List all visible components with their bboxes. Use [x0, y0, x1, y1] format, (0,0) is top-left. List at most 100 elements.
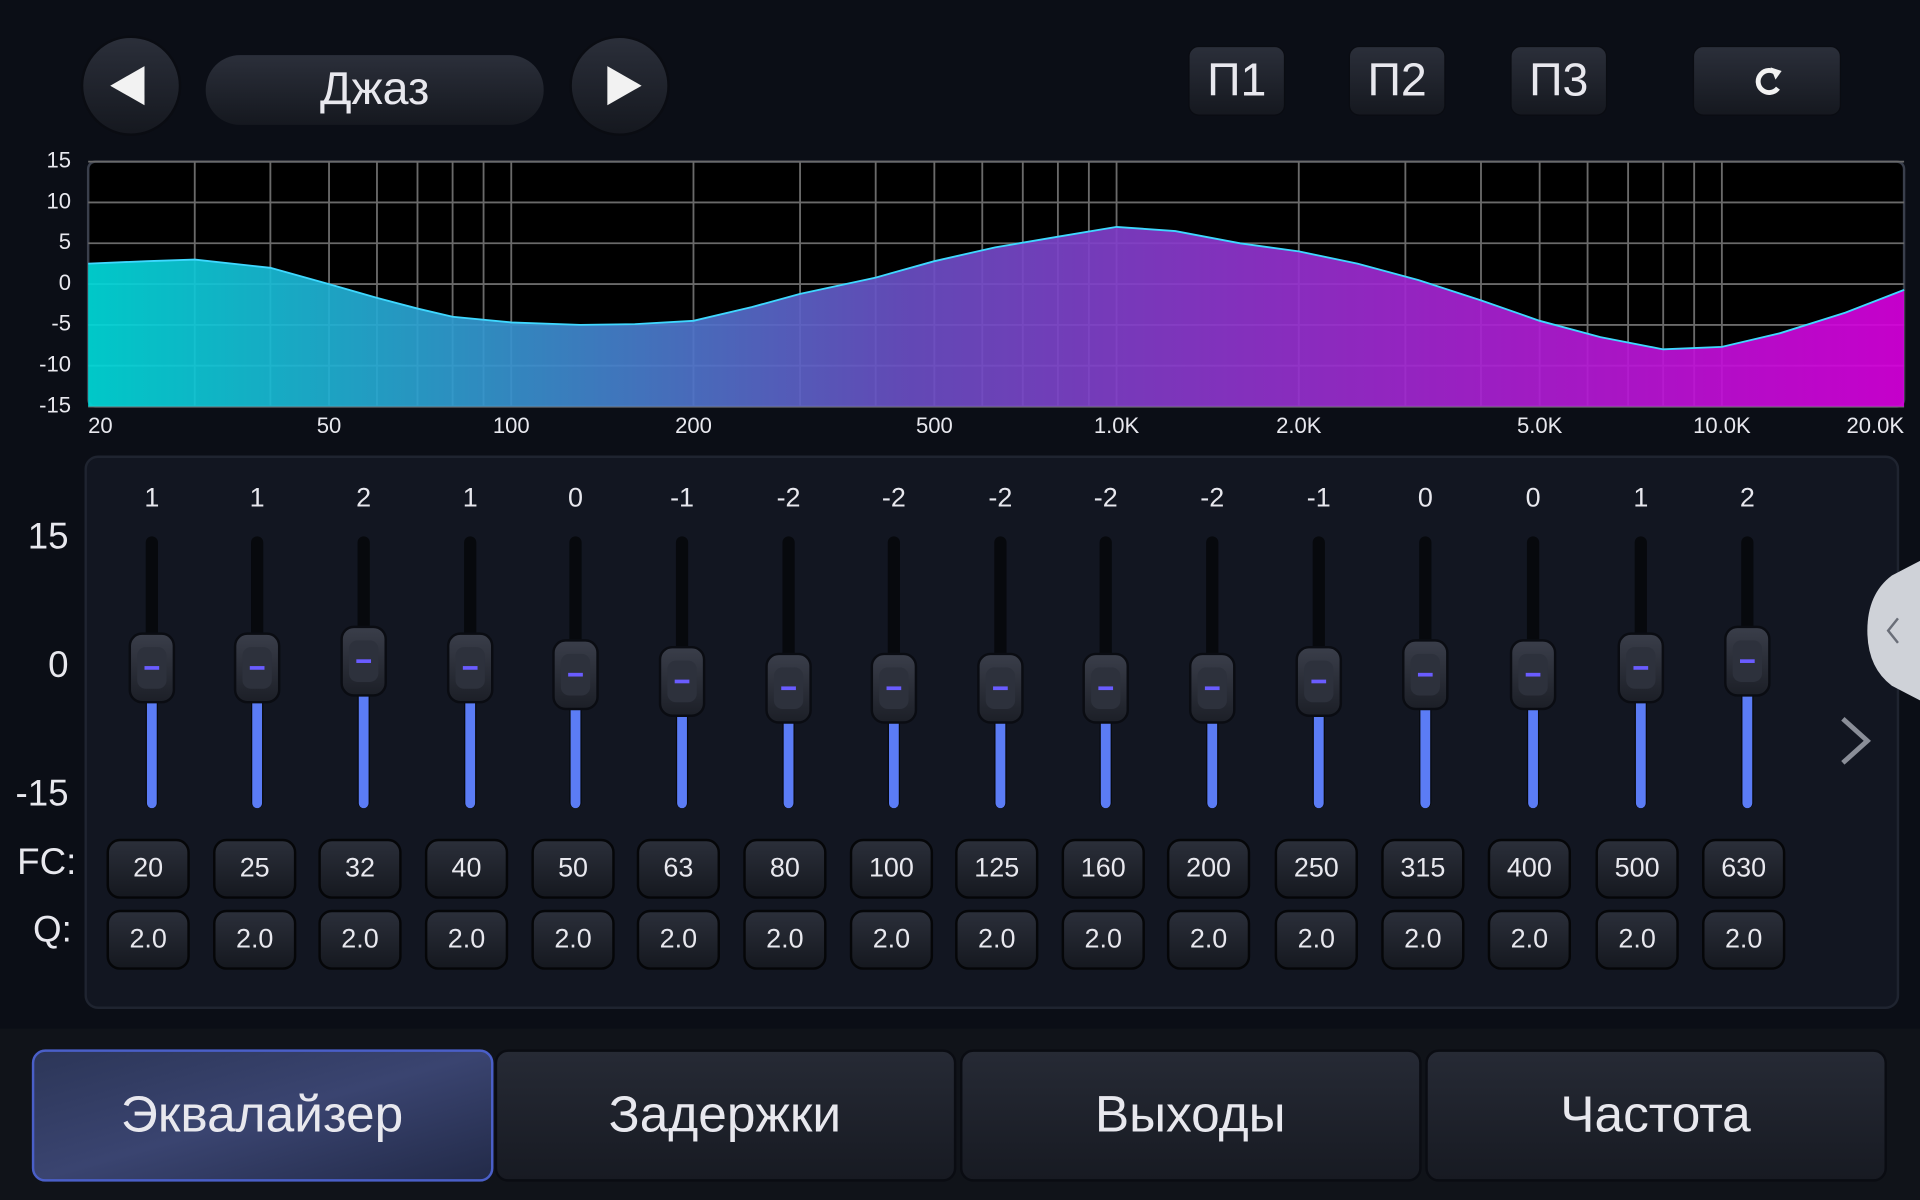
q-box[interactable]	[1274, 909, 1358, 970]
preset-slot-label: П1	[1207, 54, 1266, 106]
fc-box[interactable]	[318, 838, 402, 899]
fc-value: 20	[133, 852, 163, 882]
y-tick-label: -15	[39, 392, 71, 417]
gain-value: -2	[988, 483, 1012, 513]
fc-box[interactable]	[106, 838, 190, 899]
q-box[interactable]	[424, 909, 509, 970]
fc-value: 63	[663, 852, 693, 882]
x-tick-label: 20.0K	[1847, 413, 1905, 438]
prev-icon	[110, 66, 145, 106]
preset-pill[interactable]	[205, 55, 544, 125]
slider-knob-mark	[1740, 659, 1755, 663]
side-drawer-handle[interactable]	[1867, 560, 1920, 701]
q-value: 2.0	[873, 924, 910, 954]
tab[interactable]	[1425, 1049, 1887, 1182]
slider-knob-mark	[568, 672, 583, 677]
fc-box[interactable]	[424, 838, 509, 899]
side-drawer-arrow	[1886, 617, 1899, 644]
q-box[interactable]	[955, 909, 1039, 970]
slider-knob-mark	[1098, 686, 1114, 691]
fc-value: 630	[1721, 852, 1766, 882]
fc-box[interactable]	[1702, 838, 1786, 899]
fc-box[interactable]	[1274, 838, 1358, 899]
y-tick-label: 0	[59, 270, 71, 295]
preset-slot-button[interactable]	[1348, 45, 1446, 116]
tab[interactable]	[494, 1049, 957, 1182]
slider-knob-mark	[356, 659, 372, 663]
y-tick-label: -5	[51, 311, 71, 336]
fc-box[interactable]	[1487, 838, 1572, 899]
q-box[interactable]	[531, 909, 615, 970]
y-tick-label: 5	[59, 229, 71, 254]
fc-box[interactable]	[636, 838, 720, 899]
slider-knob-mark	[1633, 666, 1649, 670]
slider-knob-mark	[1417, 672, 1433, 677]
fc-box[interactable]	[955, 838, 1039, 899]
x-tick-label: 20	[88, 413, 113, 438]
fc-value: 50	[558, 852, 588, 882]
q-value: 2.0	[766, 924, 803, 954]
slider-knob-mark	[886, 686, 902, 691]
gain-value: 1	[1633, 483, 1648, 513]
tab[interactable]	[960, 1049, 1422, 1182]
reset-icon	[1755, 68, 1780, 95]
q-box[interactable]	[636, 909, 720, 970]
fc-box[interactable]	[1166, 838, 1251, 899]
fc-box[interactable]	[531, 838, 615, 899]
slider-knob-mark	[781, 686, 796, 691]
fc-box[interactable]	[743, 838, 827, 899]
fc-value: 500	[1615, 852, 1660, 882]
slider-knob-mark	[1311, 679, 1327, 684]
gain-value: -2	[882, 483, 906, 513]
fc-value: 80	[770, 852, 800, 882]
fc-label: FC:	[17, 841, 76, 882]
preset-name: Джаз	[320, 62, 429, 114]
preset-slot-button[interactable]	[1510, 45, 1608, 116]
fc-value: 100	[869, 852, 914, 882]
q-value: 2.0	[129, 924, 166, 954]
q-box[interactable]	[1487, 909, 1572, 970]
fc-box[interactable]	[1061, 838, 1145, 899]
fc-box[interactable]	[849, 838, 934, 899]
q-value: 2.0	[978, 924, 1015, 954]
q-box[interactable]	[213, 909, 297, 970]
q-value: 2.0	[341, 924, 378, 954]
next-page-arrow[interactable]	[1841, 716, 1872, 765]
q-value: 2.0	[1298, 924, 1335, 954]
q-box[interactable]	[106, 909, 190, 970]
q-box[interactable]	[1166, 909, 1251, 970]
slider-fill	[358, 661, 369, 809]
reset-icon-head	[1770, 67, 1782, 80]
q-box[interactable]	[1702, 909, 1786, 970]
slider-scale-label: 0	[48, 644, 68, 685]
q-box[interactable]	[849, 909, 934, 970]
fc-box[interactable]	[1595, 838, 1679, 899]
q-box[interactable]	[743, 909, 827, 970]
tab-label: Частота	[1560, 1085, 1751, 1143]
gain-value: 2	[1740, 483, 1755, 513]
q-box[interactable]	[1595, 909, 1679, 970]
preset-slot-label: П3	[1529, 54, 1588, 106]
q-box[interactable]	[1061, 909, 1145, 970]
fc-value: 40	[452, 852, 482, 882]
q-value: 2.0	[1190, 924, 1227, 954]
preset-slot-button[interactable]	[1188, 45, 1286, 116]
slider-knob-mark	[1204, 686, 1220, 691]
next-icon	[607, 66, 642, 106]
tab-label: Задержки	[609, 1085, 841, 1143]
fc-value: 400	[1507, 852, 1552, 882]
slider-scale-label: 15	[28, 515, 69, 556]
reset-button[interactable]	[1692, 45, 1842, 116]
q-box[interactable]	[1381, 909, 1465, 970]
x-tick-label: 1.0K	[1094, 413, 1140, 438]
gain-value: 0	[1418, 483, 1433, 513]
x-tick-label: 10.0K	[1693, 413, 1751, 438]
tab-label: Эквалайзер	[121, 1085, 403, 1143]
q-box[interactable]	[318, 909, 402, 970]
preset-slot-label: П2	[1367, 54, 1426, 106]
slider-knob-mark	[674, 679, 690, 684]
fc-box[interactable]	[1381, 838, 1465, 899]
fc-box[interactable]	[213, 838, 297, 899]
tab-active[interactable]	[31, 1049, 494, 1182]
